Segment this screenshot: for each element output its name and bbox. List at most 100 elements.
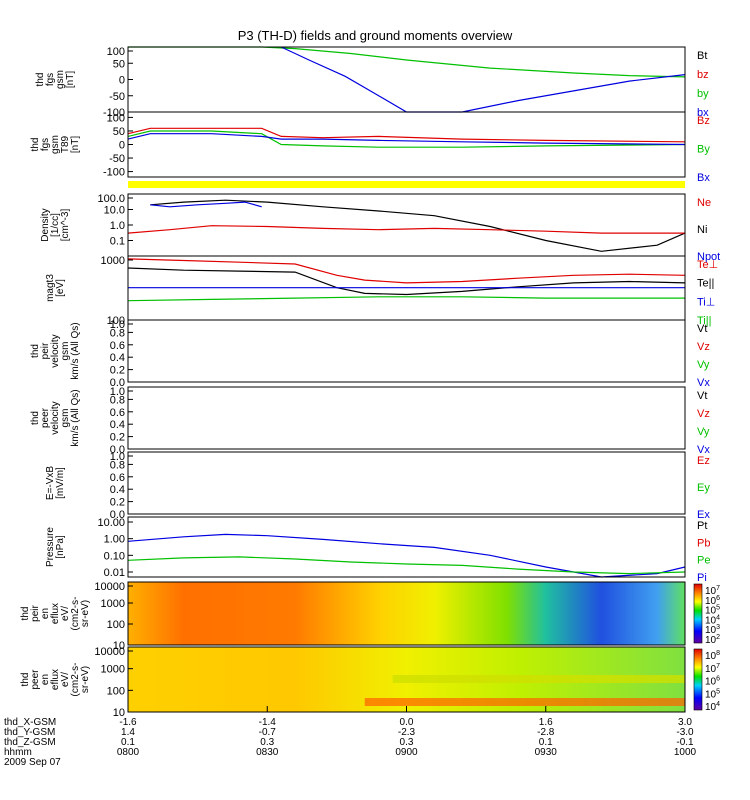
- panel-frame: [127, 46, 686, 113]
- y-tick-label: 100: [107, 619, 125, 631]
- y-tick-label: 1.0: [110, 451, 125, 463]
- legend-label: Npot: [697, 251, 720, 263]
- y-tick-label: 0.6: [110, 407, 125, 419]
- y-axis-label: Density: [40, 208, 51, 241]
- panel-frame: [127, 193, 686, 257]
- y-tick-label: 1000: [101, 598, 125, 610]
- y-axis-label: en: [40, 608, 51, 619]
- legend-label: Vy: [697, 426, 710, 438]
- spectrogram-band: [392, 675, 685, 683]
- y-axis-label: thd: [30, 344, 41, 358]
- spectrogram-fill: [128, 582, 685, 645]
- y-tick-label: 0.8: [110, 327, 125, 339]
- legend-label: Bx: [697, 172, 710, 184]
- y-axis-label: magt3: [45, 274, 56, 302]
- y-tick-label: 100: [107, 46, 125, 58]
- y-tick-label: 0: [119, 75, 125, 87]
- y-axis-label: peer: [40, 407, 51, 428]
- panel-frame: [127, 581, 686, 646]
- y-tick-label: 0.6: [110, 472, 125, 484]
- legend-label: Pt: [697, 520, 707, 532]
- y-axis-label: [mV/m]: [55, 467, 66, 499]
- y-tick-label: 0.4: [110, 352, 125, 364]
- y-tick-label: 100: [107, 315, 125, 327]
- y-tick-label: -50: [109, 91, 125, 103]
- y-tick-label: 0.8: [110, 459, 125, 471]
- y-axis-label: thd: [35, 73, 46, 87]
- x-tick-label: -2.3: [398, 727, 416, 738]
- y-axis-label: sr-eV): [80, 600, 91, 627]
- y-tick-label: 1.00: [104, 534, 125, 546]
- y-tick-label: 100.0: [97, 193, 125, 205]
- y-axis-label: fgs: [45, 73, 56, 86]
- y-axis-label: [nT]: [70, 136, 81, 153]
- series-Te||: [127, 267, 686, 296]
- x-tick-label: 0930: [535, 747, 558, 758]
- y-tick-label: 10: [113, 707, 125, 719]
- y-axis-label: (cm2-s-: [70, 663, 81, 697]
- legend-label: Vt: [697, 323, 707, 335]
- panel-3: 100.010.0 1.0 0.1 Density [1/cc] [cm^-3] Ne Ni N…: [40, 193, 720, 263]
- y-axis-label: eV/: [60, 672, 71, 687]
- legend-label: Vx: [697, 444, 710, 456]
- x-tick-label: 1.4: [121, 727, 135, 738]
- y-axis-label: thd: [20, 607, 31, 621]
- series-Bz: [127, 127, 686, 143]
- colorbar-tick-label: 104: [705, 614, 720, 626]
- y-tick-label: 0.6: [110, 340, 125, 352]
- series-Ti||: [127, 296, 685, 302]
- y-axis-label: eV/: [60, 606, 71, 621]
- y-tick-label: 1000: [101, 664, 125, 676]
- colorbar-tick-label: 104: [705, 701, 720, 713]
- x-tick-label: -2.8: [537, 727, 555, 738]
- y-tick-label: 0.2: [110, 432, 125, 444]
- legend-label: Ti||: [697, 315, 711, 327]
- flag-bar: [128, 181, 685, 188]
- y-axis-label: (cm2-s-: [70, 597, 81, 631]
- y-axis-label: peer: [30, 669, 41, 690]
- panel-5: 1.00.80.60.40.20.0 thd peir velocity gsm km/s…: [30, 319, 710, 389]
- legend-label: Ni: [697, 224, 707, 236]
- y-tick-label: 0.8: [110, 394, 125, 406]
- legend-label: Ey: [697, 482, 710, 494]
- series-By: [127, 130, 686, 148]
- colorbar-tick-label: 107: [705, 585, 720, 597]
- legend-label: Pb: [697, 537, 710, 549]
- y-tick-label: 0.10: [104, 550, 125, 562]
- y-axis-label: peir: [30, 604, 41, 621]
- y-tick-label: 10000: [94, 646, 125, 658]
- y-axis-label: km/s (All Qs): [70, 389, 81, 446]
- y-axis-label: velocity: [50, 334, 61, 367]
- x-tick-label: -3.0: [676, 727, 694, 738]
- y-tick-label: 50: [113, 126, 125, 138]
- x-tick-label: 0.1: [121, 737, 135, 748]
- legend-label: Ti⊥: [697, 296, 715, 308]
- y-tick-label: 1.0: [110, 220, 125, 232]
- panel-4: 1000 100 magt3 [eV] Te⊥ Te|| Ti⊥ Ti||: [45, 255, 718, 327]
- y-tick-label: 0.1: [110, 236, 125, 248]
- y-tick-label: -100: [103, 167, 125, 179]
- y-tick-label: 0.4: [110, 419, 125, 431]
- colorbar-tick-label: 103: [705, 624, 720, 636]
- date-label: 2009 Sep 07: [4, 757, 61, 768]
- panel-8: 10.00 1.00 0.10 0.01 Pressure [nPa] Pt Pb Pe Pi: [45, 516, 710, 584]
- colorbar-tick-label: 106: [705, 676, 720, 688]
- x-row-label: thd_Y-GSM: [4, 727, 55, 738]
- y-axis-label: [nT]: [65, 71, 76, 88]
- y-tick-label: 1.0: [110, 319, 125, 331]
- legend-label: Te⊥: [697, 259, 718, 271]
- y-axis-label: E=-VxB: [45, 466, 56, 501]
- y-axis-label: thd: [20, 673, 31, 687]
- colorbar-tick-label: 105: [705, 605, 720, 617]
- legend-label: Bt: [697, 50, 707, 62]
- x-tick-label: -0.7: [259, 727, 277, 738]
- y-tick-label: 0.2: [110, 497, 125, 509]
- legend-label: bz: [697, 69, 709, 81]
- panel-6: 1.00.80.60.40.20.0 thd peer velocity gsm km/s…: [30, 386, 710, 456]
- y-axis-label: gsm: [60, 342, 71, 361]
- panel-frame: [127, 111, 686, 178]
- y-axis-label: thd: [30, 411, 41, 425]
